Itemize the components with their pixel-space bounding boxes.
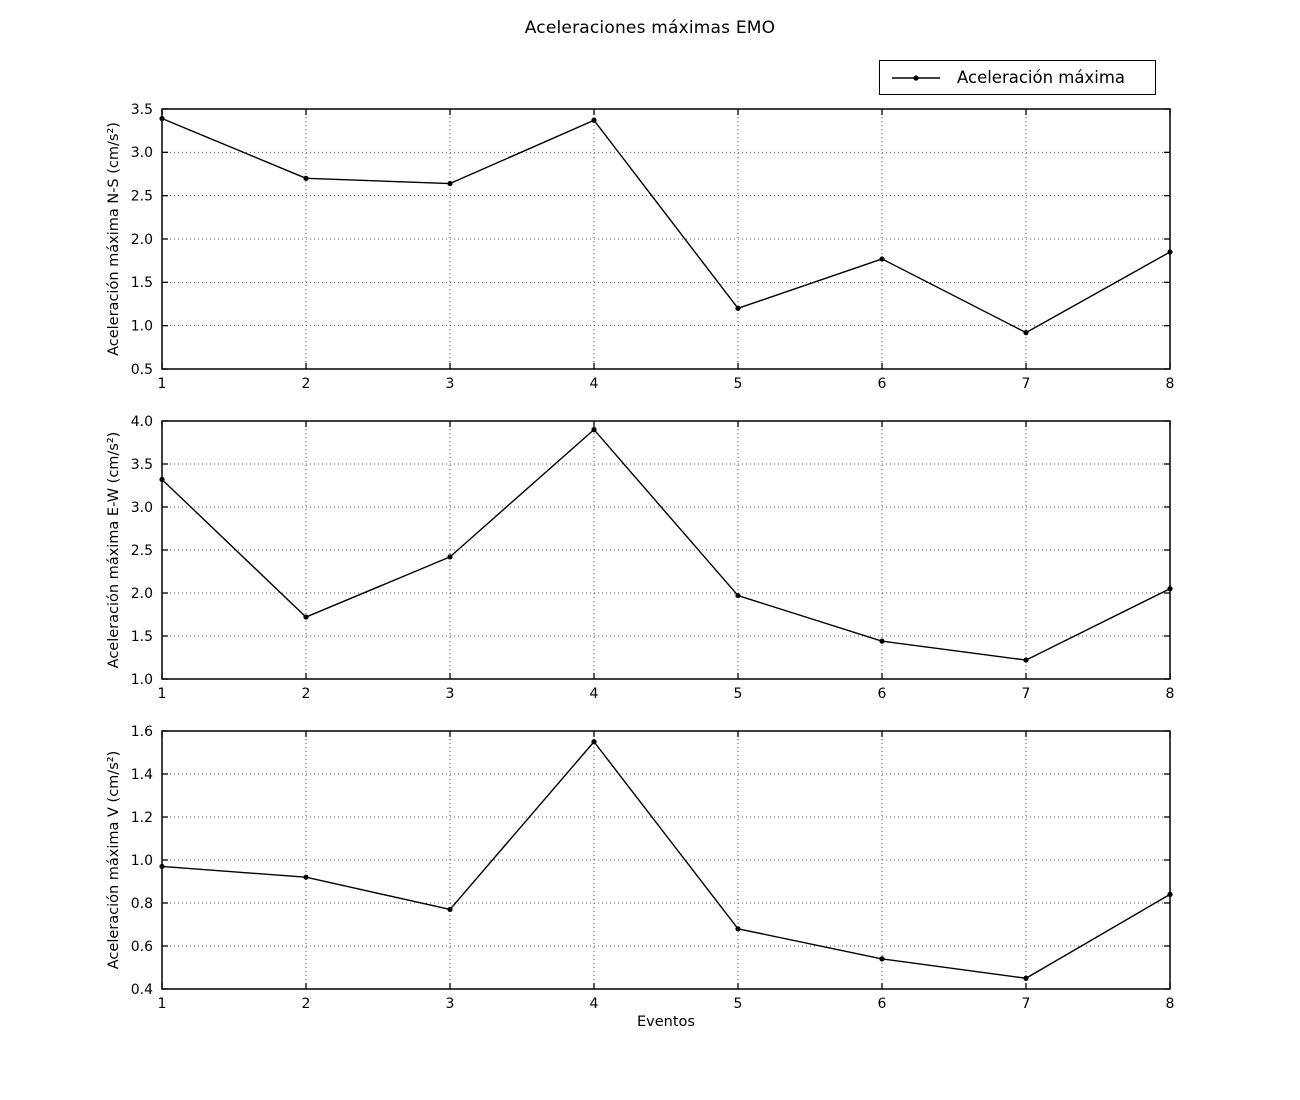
data-point-marker (591, 117, 597, 123)
x-tick-label: 8 (1166, 376, 1175, 392)
y-tick-label: 1.0 (131, 672, 153, 688)
data-point-marker (879, 638, 885, 644)
data-point-marker (447, 180, 453, 187)
data-point-marker (879, 256, 885, 262)
x-tick-label: 5 (734, 376, 743, 392)
x-tick-label: 6 (878, 686, 887, 702)
y-tick-label: 1.4 (131, 767, 153, 783)
data-point-marker (735, 305, 741, 311)
y-tick-label: 1.5 (131, 629, 153, 645)
data-point-marker (1023, 975, 1029, 981)
x-tick-label: 1 (158, 686, 167, 702)
data-point-marker (303, 874, 309, 880)
y-tick-label: 1.5 (131, 275, 153, 291)
y-tick-label: 3.5 (131, 457, 153, 473)
x-tick-label: 7 (1022, 996, 1031, 1012)
x-tick-label: 7 (1022, 686, 1031, 702)
y-axis-label: Aceleración máxima V (cm/s²) (106, 751, 122, 969)
data-point-marker (303, 614, 309, 620)
x-tick-label: 2 (302, 686, 311, 702)
data-point-marker (447, 554, 453, 560)
data-point-marker (1167, 891, 1173, 898)
x-tick-label: 7 (1022, 376, 1031, 392)
x-tick-label: 4 (590, 996, 599, 1012)
y-tick-label: 0.5 (131, 362, 153, 378)
x-tick-label: 2 (302, 996, 311, 1012)
x-tick-label: 4 (590, 686, 599, 702)
x-tick-label: 6 (878, 376, 887, 392)
data-point-marker (1167, 249, 1173, 255)
y-axis-label: Aceleración máxima N-S (cm/s²) (106, 122, 122, 356)
y-tick-label: 0.6 (131, 939, 153, 955)
data-point-marker (303, 175, 309, 181)
figure-title: Aceleraciones máximas EMO (524, 18, 776, 38)
y-tick-label: 4.0 (131, 414, 153, 430)
x-axis-label: Eventos (637, 1014, 695, 1030)
legend-box: Aceleración máxima (879, 60, 1156, 95)
data-point-marker (591, 427, 597, 433)
y-tick-label: 0.4 (131, 982, 153, 998)
data-line (161, 741, 1171, 979)
x-tick-label: 2 (302, 376, 311, 392)
data-point-marker (159, 115, 165, 122)
y-tick-label: 2.0 (131, 586, 153, 602)
x-tick-label: 3 (446, 996, 455, 1012)
data-point-marker (1167, 586, 1173, 592)
x-tick-label: 5 (734, 686, 743, 702)
y-tick-label: 1.0 (131, 319, 153, 335)
y-tick-label: 3.0 (131, 145, 153, 161)
y-tick-label: 2.5 (131, 543, 153, 559)
data-point-marker (159, 863, 165, 870)
legend-label: Aceleración máxima (957, 68, 1126, 87)
data-point-marker (591, 739, 597, 745)
y-tick-label: 1.0 (131, 853, 153, 869)
x-tick-label: 6 (878, 996, 887, 1012)
data-point-marker (735, 926, 741, 932)
data-point-marker (735, 592, 741, 599)
data-point-marker (879, 956, 885, 962)
data-line (161, 428, 1171, 661)
y-tick-label: 1.2 (131, 810, 153, 826)
x-tick-label: 4 (590, 376, 599, 392)
x-tick-label: 1 (158, 376, 167, 392)
data-line (161, 117, 1171, 334)
y-tick-label: 3.0 (131, 500, 153, 516)
data-point-marker (447, 906, 453, 913)
y-tick-label: 3.5 (131, 102, 153, 118)
y-tick-label: 1.6 (131, 724, 153, 740)
y-axis-label: Aceleración máxima E-W (cm/s²) (106, 432, 122, 669)
x-tick-label: 1 (158, 996, 167, 1012)
x-tick-label: 3 (446, 376, 455, 392)
legend-line-marker-icon (892, 74, 940, 81)
x-tick-label: 8 (1166, 686, 1175, 702)
data-point-marker (159, 476, 165, 483)
y-tick-label: 2.5 (131, 189, 153, 205)
y-tick-label: 0.8 (131, 896, 153, 912)
x-tick-label: 3 (446, 686, 455, 702)
y-tick-label: 2.0 (131, 232, 153, 248)
x-tick-label: 8 (1166, 996, 1175, 1012)
data-point-marker (1023, 657, 1029, 663)
data-point-marker (1023, 330, 1029, 336)
x-tick-label: 5 (734, 996, 743, 1012)
